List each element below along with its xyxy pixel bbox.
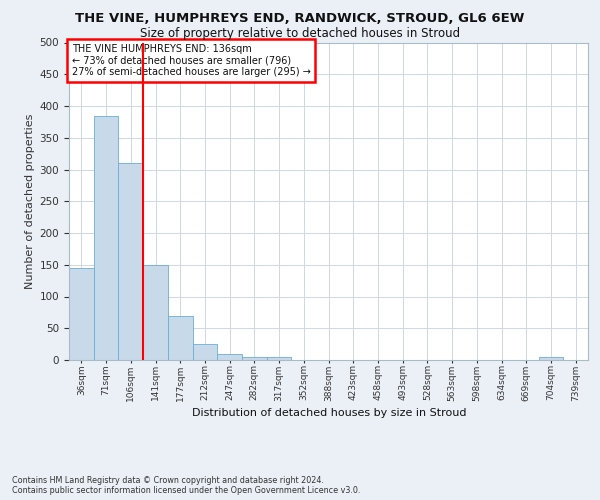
Text: Contains HM Land Registry data © Crown copyright and database right 2024.
Contai: Contains HM Land Registry data © Crown c…: [12, 476, 361, 495]
Text: THE VINE HUMPHREYS END: 136sqm
← 73% of detached houses are smaller (796)
27% of: THE VINE HUMPHREYS END: 136sqm ← 73% of …: [71, 44, 310, 78]
Bar: [539, 357, 563, 360]
Bar: [168, 316, 193, 360]
Text: THE VINE, HUMPHREYS END, RANDWICK, STROUD, GL6 6EW: THE VINE, HUMPHREYS END, RANDWICK, STROU…: [76, 12, 524, 26]
Bar: [267, 357, 292, 360]
Bar: [217, 354, 242, 360]
Bar: [193, 344, 217, 360]
Text: Size of property relative to detached houses in Stroud: Size of property relative to detached ho…: [140, 28, 460, 40]
Bar: [143, 265, 168, 360]
Bar: [242, 357, 267, 360]
Y-axis label: Number of detached properties: Number of detached properties: [25, 114, 35, 289]
Bar: [118, 163, 143, 360]
Bar: [69, 268, 94, 360]
Bar: [94, 116, 118, 360]
Text: Distribution of detached houses by size in Stroud: Distribution of detached houses by size …: [191, 408, 466, 418]
